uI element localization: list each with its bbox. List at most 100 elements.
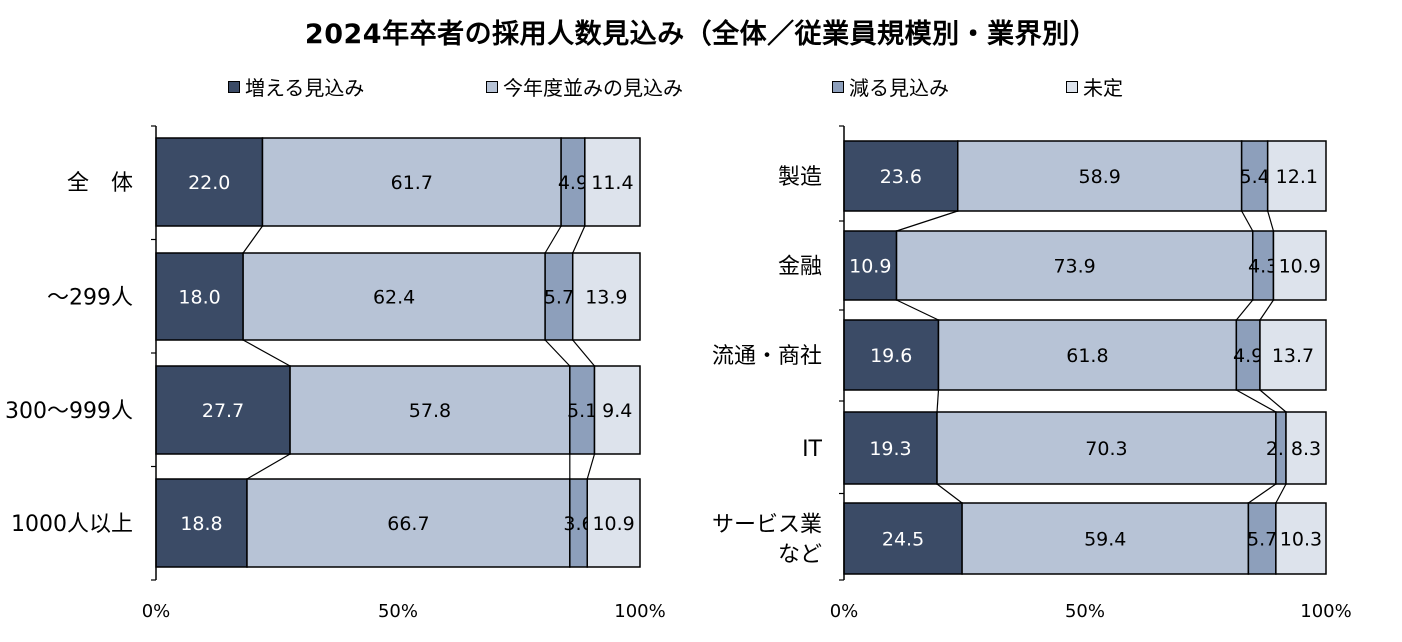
connector-line [1259, 389, 1287, 413]
legend-label-increase: 増える見込み [245, 76, 365, 100]
category-label: 300～999人 [5, 399, 133, 424]
value-label-decrease: 3.6 [563, 513, 593, 535]
x-tick-label: 0% [142, 601, 171, 622]
value-label-undecided: 13.7 [1272, 345, 1314, 367]
category-label: 流通・商社 [712, 344, 822, 369]
value-label-undecided: 12.1 [1276, 166, 1318, 188]
connector-line [936, 389, 940, 413]
legend-swatch-undecided [1066, 80, 1078, 93]
connector-line [896, 210, 958, 232]
legend-swatch-decrease [832, 80, 844, 93]
connector-line [242, 339, 291, 367]
value-label-increase: 19.3 [869, 438, 911, 460]
value-label-increase: 23.6 [880, 166, 922, 188]
value-label-same: 57.8 [409, 400, 451, 422]
category-label: 1000人以上 [11, 512, 133, 537]
bar-segment-decrease [1240, 140, 1269, 212]
legend-label-undecided: 未定 [1083, 76, 1123, 100]
category-label: サービス業 [712, 513, 822, 538]
category-label: ～299人 [47, 286, 133, 311]
bar-segment-increase [155, 252, 244, 341]
bar-segment-same [246, 478, 571, 568]
value-label-undecided: 10.3 [1280, 529, 1322, 551]
bar-segment-same [261, 137, 562, 227]
value-label-undecided: 10.9 [592, 513, 634, 535]
x-tick-label: 100% [1300, 601, 1351, 622]
value-label-increase: 10.9 [849, 256, 891, 278]
value-label-decrease: 5.1 [567, 400, 597, 422]
connector-line [246, 453, 291, 480]
value-label-undecided: 13.9 [585, 287, 627, 309]
value-label-same: 66.7 [387, 513, 429, 535]
category-label: 全 体 [67, 171, 133, 196]
value-label-same: 61.7 [391, 172, 433, 194]
bar-segment-same [895, 230, 1254, 301]
bar-segment-undecided [1266, 140, 1327, 212]
bar-segment-decrease [544, 252, 574, 341]
bar-segment-same [957, 140, 1243, 212]
connector-line [896, 299, 939, 321]
value-label-increase: 19.6 [870, 345, 912, 367]
x-tick-label: 0% [830, 601, 859, 622]
connector-line [1241, 210, 1254, 232]
value-label-decrease: 5.4 [1240, 166, 1270, 188]
connector-line [1236, 389, 1277, 413]
bar-segment-increase [843, 502, 963, 575]
legend-item-same: 今年度並みの見込み [486, 72, 683, 101]
legend-item-undecided: 未定 [1066, 72, 1123, 101]
bar-segment-undecided [593, 365, 641, 455]
legend-item-increase: 増える見込み [228, 72, 364, 101]
connector-line [1235, 299, 1254, 321]
bar-segment-undecided [586, 478, 641, 568]
chart-title: 2024年卒者の採用人数見込み（全体／従業員規模別・業界別） [304, 19, 1098, 50]
legend-swatch-same [486, 80, 498, 93]
bar-segment-undecided [1285, 411, 1327, 485]
value-label-same: 62.4 [373, 287, 415, 309]
legend-label-decrease: 減る見込み [849, 76, 949, 100]
legend-swatch-increase [228, 80, 240, 93]
bar-segment-same [242, 252, 546, 341]
x-tick-label: 50% [1065, 601, 1105, 622]
connector-line [1275, 483, 1287, 504]
bar-segment-undecided [584, 137, 641, 227]
value-label-undecided: 10.9 [1279, 256, 1321, 278]
connector-line [1248, 483, 1277, 504]
value-label-increase: 27.7 [202, 400, 244, 422]
value-label-decrease: 5.7 [1247, 529, 1277, 551]
bar-segment-decrease [1247, 502, 1277, 575]
category-label: 製造 [778, 165, 822, 190]
category-label: 金融 [778, 255, 822, 280]
bar-segment-same [937, 319, 1238, 391]
connector-line [936, 483, 963, 504]
value-label-undecided: 8.3 [1291, 438, 1321, 460]
legend-item-decrease: 減る見込み [832, 72, 949, 101]
bar-segment-undecided [1275, 502, 1327, 575]
connector-line [586, 453, 596, 480]
value-label-decrease: 4.9 [558, 172, 588, 194]
connector-line [242, 225, 263, 254]
x-tick-label: 100% [614, 601, 665, 622]
connector-line [1259, 299, 1274, 321]
value-label-same: 58.9 [1079, 166, 1121, 188]
bar-segment-same [936, 411, 1277, 485]
value-label-increase: 22.0 [188, 172, 230, 194]
bar-segment-undecided [1259, 319, 1327, 391]
legend-label-same: 今年度並みの見込み [503, 76, 683, 100]
connector-line [544, 225, 562, 254]
category-label: など [778, 543, 822, 568]
connector-line [572, 225, 586, 254]
bar-segment-undecided [571, 252, 641, 341]
connector-line [1267, 210, 1275, 232]
value-label-decrease: 5.7 [544, 287, 574, 309]
connector-line [544, 339, 571, 367]
value-label-undecided: 9.4 [602, 400, 632, 422]
value-label-same: 61.8 [1066, 345, 1108, 367]
value-label-same: 70.3 [1085, 438, 1127, 460]
value-label-same: 59.4 [1084, 529, 1126, 551]
value-label-decrease: 4.3 [1248, 256, 1278, 278]
bar-segment-increase [155, 365, 291, 455]
legend: 増える見込み 今年度並みの見込み 減る見込み 未定 [0, 72, 1402, 102]
